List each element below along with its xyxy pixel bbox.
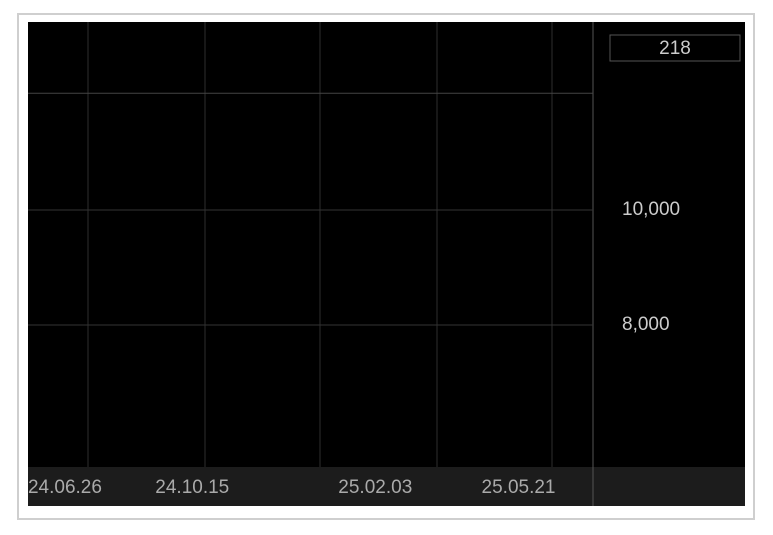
grid [28, 22, 593, 467]
badge-box [609, 34, 741, 62]
x-tick-label: 25.05.21 [482, 477, 556, 498]
y-tick-label: 8,000 [622, 314, 670, 335]
date-band [28, 467, 745, 506]
x-tick-label: 25.02.03 [338, 477, 412, 498]
x-tick-label: 24.06.26 [28, 477, 102, 498]
chart-background [28, 22, 745, 506]
badge: 218 [659, 38, 691, 59]
y-tick-label: 10,000 [622, 199, 680, 220]
x-tick-label: 24.10.15 [155, 477, 229, 498]
